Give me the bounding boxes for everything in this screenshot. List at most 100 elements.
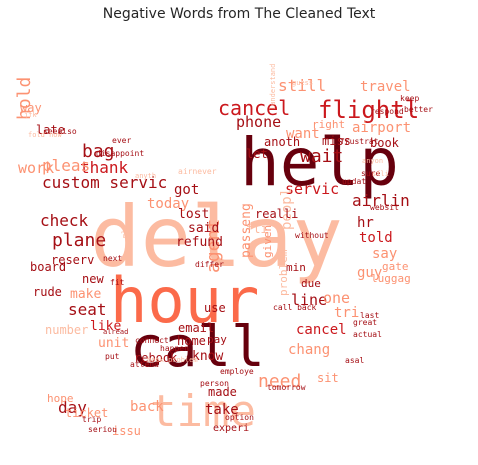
word: experi: [213, 423, 250, 434]
word: got: [174, 182, 200, 198]
word: still: [278, 76, 327, 95]
word: respond: [370, 107, 404, 116]
word: actual: [353, 330, 382, 339]
word: given: [261, 224, 274, 258]
word: book: [370, 136, 399, 150]
word: know: [192, 349, 224, 364]
word: frustrat: [340, 137, 379, 146]
word: travel: [360, 79, 411, 95]
word: anyth: [135, 172, 157, 180]
word: ever: [112, 136, 132, 145]
word: due: [301, 277, 321, 290]
word: seealso: [43, 127, 77, 136]
word: help: [240, 124, 399, 201]
word: seat: [68, 300, 107, 319]
word: issu: [112, 424, 141, 438]
word: employe: [220, 367, 254, 376]
word: mle: [121, 225, 129, 238]
word: work: [18, 159, 55, 177]
word: disappoint: [96, 149, 145, 158]
word: option: [225, 413, 254, 422]
word: cancel: [296, 322, 347, 338]
word: great: [353, 318, 378, 327]
word: without: [295, 231, 329, 240]
word: next: [103, 254, 123, 263]
word: need: [258, 371, 302, 392]
word: seriou: [88, 425, 117, 434]
word: day: [58, 398, 87, 417]
word: realli: [255, 207, 299, 221]
word: pleas: [42, 156, 91, 175]
word: updat: [342, 177, 367, 186]
word: hour: [110, 264, 260, 337]
word: told: [359, 230, 393, 246]
word: pay: [207, 333, 227, 346]
word: attend: [130, 360, 159, 369]
word: rebook: [134, 351, 178, 365]
word: lunderstand: [269, 63, 277, 110]
word: problem: [277, 249, 290, 296]
word: servic: [285, 180, 340, 198]
word: home: [177, 334, 206, 348]
word: better: [404, 105, 433, 114]
word: airlin: [352, 191, 410, 210]
word: way: [20, 101, 42, 115]
word: number: [45, 323, 89, 337]
word: email: [178, 321, 215, 335]
word: delay: [90, 188, 343, 286]
word: lost: [178, 207, 210, 222]
word: today: [147, 196, 190, 212]
word: call back: [273, 303, 317, 312]
word: unit: [98, 336, 130, 351]
word: right: [312, 118, 346, 131]
word: chang: [288, 342, 331, 358]
word: phone: [236, 113, 282, 131]
word: thank: [80, 158, 129, 177]
word: anyon: [362, 157, 384, 165]
word: plane: [52, 230, 107, 251]
word: airnever: [178, 167, 217, 176]
word: fit: [110, 278, 125, 287]
word: line: [291, 291, 328, 309]
word: call: [130, 315, 265, 380]
word: airport: [352, 120, 412, 136]
word: say: [372, 246, 398, 262]
word: websit: [370, 203, 399, 212]
word: custom servic: [42, 173, 168, 192]
word: let: [246, 147, 268, 161]
word: keep: [400, 94, 420, 103]
word: passeng: [239, 203, 254, 258]
word: book problem: [147, 356, 198, 364]
word: said: [188, 221, 220, 236]
word: rude: [33, 285, 62, 299]
word: made: [208, 385, 237, 399]
word: check: [40, 211, 89, 230]
word: guess: [292, 79, 314, 87]
word: ticket: [65, 406, 109, 420]
word: tomorrow: [267, 383, 306, 392]
word: put: [105, 352, 120, 361]
word: luggag: [371, 272, 411, 285]
word: last: [360, 311, 380, 320]
word: guy: [357, 265, 383, 281]
word: sfli: [372, 170, 389, 178]
word: alread: [103, 328, 129, 336]
word: min: [286, 261, 306, 274]
word: make: [70, 287, 102, 302]
word: wait: [300, 146, 344, 167]
word: tri: [334, 305, 360, 321]
word: like: [90, 319, 122, 334]
word: anoth: [264, 135, 301, 149]
word: want: [286, 126, 320, 142]
word: board: [30, 260, 67, 274]
figure-title: Negative Words from The Cleaned Text: [102, 6, 376, 22]
word: use: [204, 301, 226, 315]
word: new: [82, 272, 104, 286]
word: happen: [160, 344, 189, 353]
word: time: [150, 386, 256, 437]
word: miss: [322, 134, 351, 148]
word: hr: [357, 215, 374, 231]
word: hope: [47, 392, 74, 405]
